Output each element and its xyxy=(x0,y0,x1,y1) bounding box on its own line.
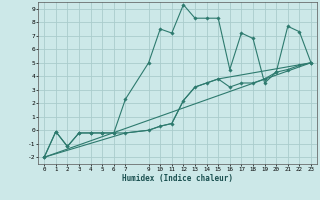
X-axis label: Humidex (Indice chaleur): Humidex (Indice chaleur) xyxy=(122,174,233,183)
